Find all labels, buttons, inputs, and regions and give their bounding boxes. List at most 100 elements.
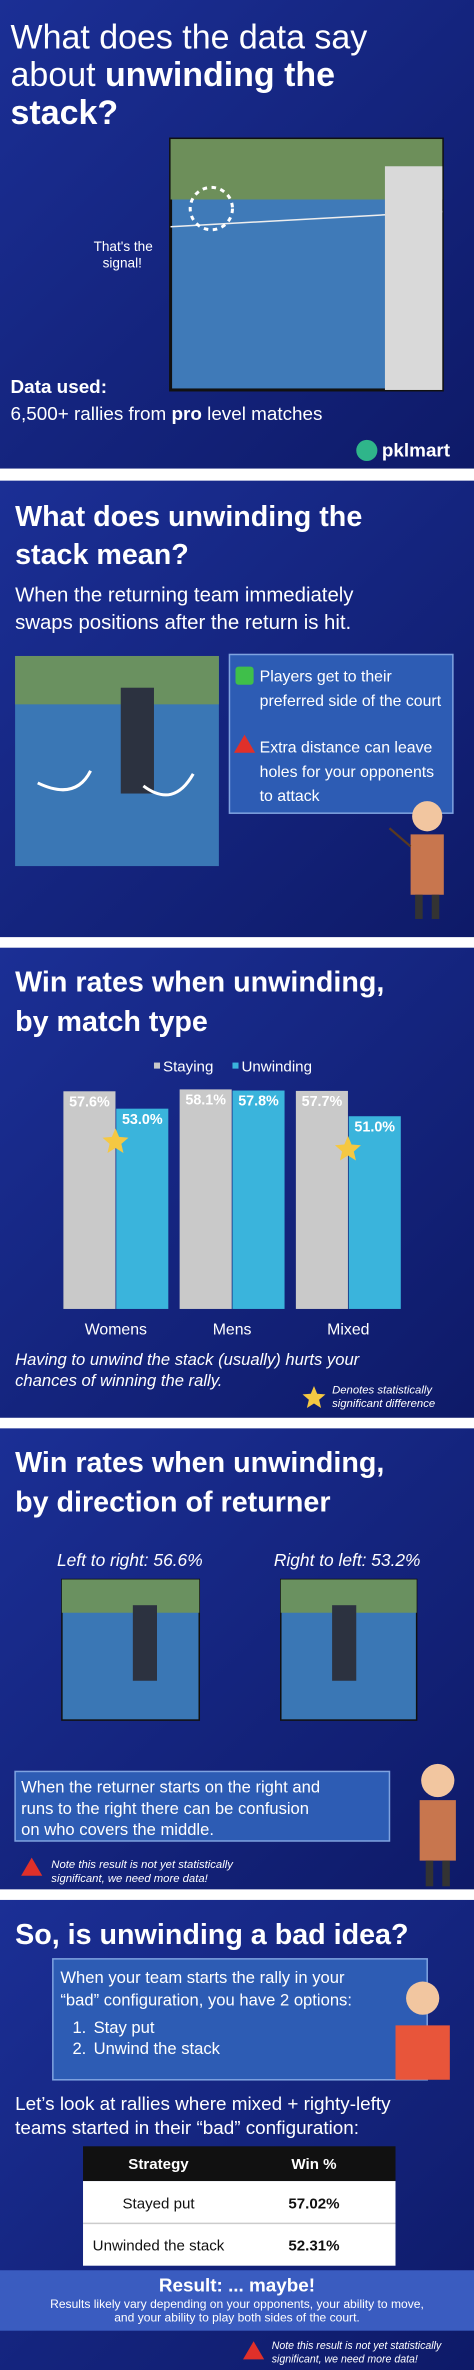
teacher — [388, 801, 444, 919]
leg — [415, 894, 423, 919]
info-box — [52, 1958, 428, 2081]
direction-label: Right to left: 53.2% — [274, 1550, 421, 1570]
con-text: Extra distance can leave — [260, 740, 433, 757]
caption: signal! — [103, 256, 142, 271]
title: What does unwinding the — [15, 501, 362, 533]
star-note: Denotes statistically — [332, 1385, 433, 1397]
legend: Staying Unwinding — [153, 1059, 312, 1076]
table-header — [83, 2146, 396, 2182]
table-header-cell: Win % — [291, 2156, 337, 2173]
significance-star — [334, 1135, 361, 1161]
warning-text: Note this result is not yet statisticall… — [51, 1859, 234, 1871]
x-tick-label: Mens — [213, 1322, 252, 1339]
x-tick-label: Mixed — [327, 1322, 369, 1339]
title-bold: unwinding the — [105, 56, 335, 94]
table-cell: Unwinded the stack — [93, 2238, 225, 2255]
photo — [280, 1578, 418, 1721]
bar — [116, 1108, 169, 1309]
table-header-cell: Strategy — [128, 2156, 189, 2173]
chart-title: by match type — [15, 1006, 208, 1038]
table-cell: 52.31% — [288, 2238, 340, 2255]
legend-swatch — [153, 1062, 161, 1069]
result-text: and your ability to play both sides of t… — [114, 2311, 360, 2325]
note-text: When the returner starts on the right an… — [21, 1778, 320, 1797]
value-label: 57.7% — [302, 1094, 343, 1110]
legend-swatch — [232, 1062, 239, 1069]
value-label: 53.0% — [122, 1112, 163, 1128]
bar — [232, 1090, 285, 1309]
note-box — [14, 1770, 391, 1842]
result-text: Results likely vary depending on your op… — [50, 2297, 424, 2311]
footnote: Having to unwind the stack (usually) hur… — [15, 1350, 361, 1369]
intro-text: teams started in their “bad” configurati… — [15, 2118, 359, 2139]
result-title: Result: ... maybe! — [159, 2275, 315, 2296]
subtitle: swaps positions after the return is hit. — [15, 612, 351, 634]
title: by direction of returner — [15, 1486, 330, 1518]
warning-text: significant, we need more data! — [272, 2353, 418, 2365]
box-text: “bad” configuration, you have 2 options: — [60, 1991, 352, 2010]
bar — [295, 1090, 348, 1309]
teacher — [419, 1763, 456, 1887]
bar — [63, 1091, 116, 1309]
label: Data used: — [11, 377, 107, 398]
title-line: about — [11, 56, 105, 94]
arrow — [37, 770, 92, 792]
star-icon — [302, 1386, 326, 1408]
title: So, is unwinding a bad idea? — [15, 1919, 408, 1951]
photo-trees — [15, 655, 219, 705]
warning-icon — [233, 734, 256, 753]
table-cell: 57.02% — [288, 2195, 340, 2212]
con-text: to attack — [260, 788, 320, 805]
photo — [169, 137, 444, 392]
warning-text: Note this result is not yet statisticall… — [272, 2340, 442, 2352]
photo-player — [384, 166, 443, 390]
leg — [425, 1860, 434, 1887]
legend-label: Staying — [163, 1059, 213, 1076]
pro-text: Players get to their — [260, 669, 393, 686]
head — [412, 801, 443, 832]
x-tick-label: Womens — [85, 1322, 147, 1339]
warning-text: significant, we need more data! — [51, 1873, 208, 1885]
table: Strategy Win % Stayed put 57.02% Unwinde… — [83, 2146, 396, 2266]
title: stack mean? — [15, 539, 189, 571]
text-bold: pro — [172, 404, 202, 425]
title: What does the data say — [11, 18, 368, 56]
body — [419, 1800, 456, 1861]
check-icon — [235, 666, 254, 685]
thinking-woman — [395, 1981, 450, 2080]
star-note: significant difference — [332, 1398, 435, 1410]
body — [410, 834, 444, 895]
arrow — [142, 773, 195, 797]
leg — [442, 1860, 450, 1887]
head — [406, 1981, 440, 2015]
logo-icon — [356, 439, 378, 462]
option-text: Unwind the stack — [94, 2039, 221, 2058]
text-part: level matches — [202, 404, 323, 425]
option-text: Stay put — [94, 2018, 155, 2037]
intro-text: Let’s look at rallies where mixed + righ… — [15, 2094, 391, 2115]
value-label: 58.1% — [185, 1093, 226, 1109]
info-box — [228, 653, 454, 814]
logo: pklmart — [382, 440, 451, 461]
photo-player — [332, 1605, 357, 1681]
chart-title: Win rates when unwinding, — [15, 967, 384, 999]
value-label: 57.8% — [238, 1094, 279, 1110]
con-text: holes for your opponents — [260, 764, 435, 781]
option-number: 1. — [72, 2018, 86, 2037]
direction-label: Left to right: 56.6% — [57, 1550, 203, 1570]
title-line: What does the data say — [11, 18, 368, 56]
warning-icon — [21, 1857, 43, 1876]
box-text: When your team starts the rally in your — [60, 1968, 345, 1987]
body — [395, 2025, 450, 2080]
pointer — [388, 827, 412, 848]
head — [421, 1763, 455, 1798]
value-label: 57.6% — [69, 1094, 110, 1110]
pro-text: preferred side of the court — [260, 693, 442, 710]
text: 6,500+ rallies from pro level matches — [11, 404, 323, 425]
note-text: runs to the right there can be confusion — [21, 1799, 309, 1818]
note-text: on who covers the middle. — [21, 1820, 214, 1839]
caption: That's the — [94, 239, 153, 254]
leg — [431, 894, 440, 919]
title-bold: stack? — [11, 94, 119, 132]
